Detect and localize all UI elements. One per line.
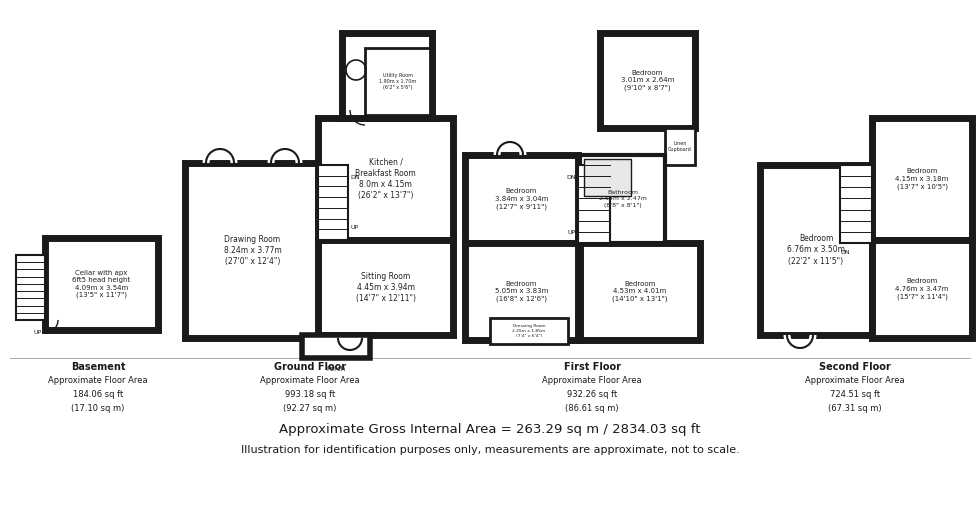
Bar [465, 155, 578, 243]
Text: Drawing Room
8.24m x 3.77m
(27'0" x 12'4"): Drawing Room 8.24m x 3.77m (27'0" x 12'4… [223, 235, 281, 266]
Text: Kitchen /
Breakfast Room
8.0m x 4.15m
(26'2" x 13'7"): Kitchen / Breakfast Room 8.0m x 4.15m (2… [355, 158, 416, 200]
Bar [45, 238, 158, 330]
Text: Sitting Room
4.45m x 3.94m
(14'7" x 12'11"): Sitting Room 4.45m x 3.94m (14'7" x 12'1… [356, 272, 416, 303]
Text: (17.10 sq m): (17.10 sq m) [72, 404, 124, 413]
Bar [302, 335, 370, 358]
Text: DN: DN [566, 175, 576, 180]
Text: Bedroom
4.53m x 4.01m
(14'10" x 13'1"): Bedroom 4.53m x 4.01m (14'10" x 13'1") [612, 281, 667, 302]
Bar [872, 240, 972, 338]
Text: Bathroom
2.64m x 2.47m
(8'8" x 8'1"): Bathroom 2.64m x 2.47m (8'8" x 8'1") [599, 190, 647, 208]
Text: Bedroom
4.76m x 3.47m
(15'7" x 11'4"): Bedroom 4.76m x 3.47m (15'7" x 11'4") [896, 278, 949, 300]
Text: Illustration for identification purposes only, measurements are approximate, not: Illustration for identification purposes… [241, 445, 739, 455]
Text: Linen
Cupboard: Linen Cupboard [668, 141, 692, 152]
Text: 932.26 sq ft: 932.26 sq ft [566, 390, 617, 399]
Text: Approximate Floor Area: Approximate Floor Area [48, 376, 148, 385]
Bar [600, 33, 695, 128]
Text: Basement: Basement [71, 362, 125, 372]
Bar [465, 243, 578, 340]
Text: DN: DN [840, 250, 850, 255]
Bar [584, 159, 631, 196]
Text: Approximate Gross Internal Area = 263.29 sq m / 2834.03 sq ft: Approximate Gross Internal Area = 263.29… [279, 423, 701, 437]
Text: Utility Room
1.90m x 1.70m
(6'2" x 5'6"): Utility Room 1.90m x 1.70m (6'2" x 5'6") [379, 73, 416, 90]
Text: Approximate Floor Area: Approximate Floor Area [542, 376, 642, 385]
Text: UP: UP [34, 330, 42, 335]
Text: (67.31 sq m): (67.31 sq m) [828, 404, 882, 413]
Bar [578, 165, 610, 243]
Text: Approximate Floor Area: Approximate Floor Area [806, 376, 905, 385]
Text: Bedroom
3.84m x 3.04m
(12'7" x 9'11"): Bedroom 3.84m x 3.04m (12'7" x 9'11") [495, 188, 548, 210]
Text: DN: DN [350, 175, 360, 180]
Text: 724.51 sq ft: 724.51 sq ft [830, 390, 880, 399]
Bar [580, 155, 665, 243]
Text: Approximate Floor Area: Approximate Floor Area [260, 376, 360, 385]
Text: (86.61 sq m): (86.61 sq m) [565, 404, 618, 413]
Text: 184.06 sq ft: 184.06 sq ft [73, 390, 123, 399]
Text: UP: UP [567, 230, 576, 235]
Bar [490, 318, 568, 344]
Text: Bedroom
5.05m x 3.83m
(16'8" x 12'6"): Bedroom 5.05m x 3.83m (16'8" x 12'6") [495, 281, 548, 302]
Text: Porch: Porch [326, 366, 346, 372]
Text: (92.27 sq m): (92.27 sq m) [283, 404, 337, 413]
Bar [872, 118, 972, 240]
Bar [318, 118, 453, 240]
Bar [318, 165, 348, 240]
Text: Bedroom
3.01m x 2.64m
(9'10" x 8'7"): Bedroom 3.01m x 2.64m (9'10" x 8'7") [620, 70, 674, 91]
Text: 993.18 sq ft: 993.18 sq ft [285, 390, 335, 399]
Text: Bedroom
6.76m x 3.50m
(22'2" x 11'5"): Bedroom 6.76m x 3.50m (22'2" x 11'5") [787, 234, 845, 266]
Bar [580, 243, 700, 340]
Bar [185, 163, 320, 338]
Bar [760, 165, 872, 335]
Bar [665, 128, 695, 165]
Text: Second Floor: Second Floor [819, 362, 891, 372]
Text: Bedroom
4.15m x 3.18m
(13'7" x 10'5"): Bedroom 4.15m x 3.18m (13'7" x 10'5") [896, 168, 949, 190]
Text: UP: UP [350, 225, 358, 230]
Bar [342, 33, 432, 118]
Text: Ground Floor: Ground Floor [274, 362, 346, 372]
Bar [318, 240, 453, 335]
Text: Cellar with apx
6ft5 head height
4.09m x 3.54m
(13'5" x 11'7"): Cellar with apx 6ft5 head height 4.09m x… [73, 270, 130, 299]
Bar [840, 165, 872, 243]
Text: First Floor: First Floor [564, 362, 620, 372]
Bar [16, 255, 45, 320]
Bar [365, 48, 430, 115]
Text: Dressing Room
2.25m x 1.85m
(7'4" x 6'4"): Dressing Room 2.25m x 1.85m (7'4" x 6'4"… [513, 324, 546, 338]
